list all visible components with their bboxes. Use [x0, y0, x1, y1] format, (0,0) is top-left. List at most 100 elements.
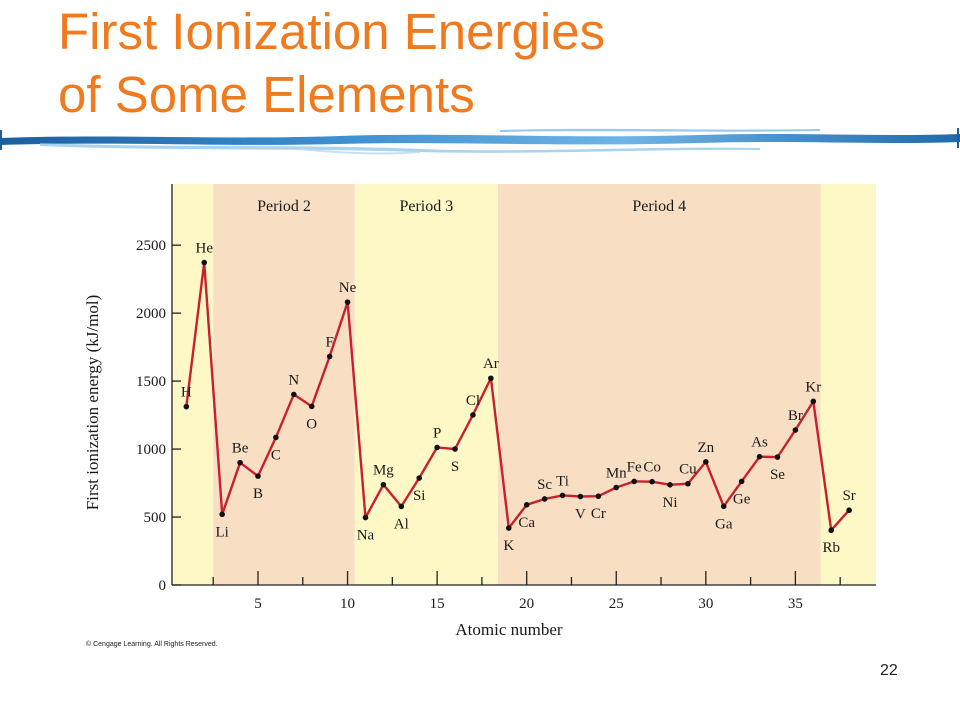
- element-label-Se: Se: [770, 467, 785, 483]
- data-point-V: [577, 493, 584, 500]
- y-tick-label: 1500: [136, 374, 166, 390]
- element-label-Mg: Mg: [373, 463, 394, 479]
- data-point-Be: [237, 459, 243, 466]
- y-axis-label: First ionization energy (kJ/mol): [83, 295, 102, 510]
- data-point-Ar: [488, 375, 494, 382]
- ionization-energy-chart: Period 2 Period 3 Period 4 0 500 1000 1500 200…: [83, 184, 876, 639]
- element-label-Na: Na: [357, 528, 375, 544]
- element-label-Li: Li: [215, 524, 228, 540]
- data-point-P: [434, 444, 440, 451]
- element-label-Cu: Cu: [679, 462, 697, 478]
- element-label-H: H: [181, 385, 192, 401]
- element-label-Rb: Rb: [822, 540, 840, 556]
- element-label-Ar: Ar: [483, 356, 499, 372]
- data-point-Kr: [810, 398, 817, 405]
- element-label-Ca: Ca: [518, 515, 535, 531]
- data-point-Cr: [595, 493, 602, 500]
- data-point-Mn: [613, 484, 620, 491]
- data-point-Ni: [667, 482, 673, 488]
- data-point-N: [291, 391, 297, 398]
- element-label-Ne: Ne: [339, 280, 357, 296]
- data-point-Na: [362, 514, 369, 521]
- x-tick-label: 15: [430, 596, 445, 612]
- element-label-As: As: [751, 435, 768, 451]
- x-tick-label: 5: [254, 596, 262, 612]
- axes: 0 500 1000 1500 2000 2500 5 10 15 20 25 30 35 Atomic …: [83, 184, 876, 639]
- data-point-C: [273, 434, 279, 441]
- element-label-Co: Co: [643, 460, 661, 476]
- y-tick-label: 500: [144, 510, 167, 526]
- data-point-Ca: [523, 502, 530, 508]
- data-point-Br: [792, 427, 799, 433]
- period-band-2: [354, 184, 499, 585]
- x-axis-label: Atomic number: [455, 620, 563, 639]
- period-band-4: [820, 184, 876, 585]
- data-point-Sc: [541, 496, 548, 502]
- data-point-As: [756, 453, 763, 460]
- data-point-Si: [416, 475, 423, 481]
- slide-title: First Ionization Energies of Some Elemen…: [58, 0, 605, 126]
- element-label-Br: Br: [788, 408, 803, 424]
- element-label-V: V: [575, 507, 586, 523]
- element-label-Cr: Cr: [591, 506, 606, 522]
- data-point-Mg: [380, 481, 387, 488]
- data-point-K: [505, 525, 512, 531]
- element-label-Ni: Ni: [662, 495, 677, 511]
- data-point-Ge: [738, 478, 745, 485]
- period-band-1: [213, 184, 355, 585]
- data-point-Cl: [470, 412, 476, 418]
- element-label-He: He: [195, 241, 213, 257]
- y-tick-label: 1000: [136, 442, 166, 458]
- element-label-C: C: [271, 447, 281, 463]
- data-point-Ne: [344, 299, 351, 305]
- data-point-Sr: [846, 507, 852, 514]
- y-tick-label: 2500: [136, 238, 166, 254]
- element-label-Be: Be: [232, 441, 249, 457]
- page-number: 22: [880, 662, 898, 679]
- period-band-label: Period 3: [399, 198, 453, 215]
- period-band-3: [498, 184, 821, 585]
- element-label-O: O: [306, 416, 317, 432]
- slide-title-line-1: First Ionization Energies: [58, 3, 606, 60]
- element-label-Kr: Kr: [805, 379, 821, 395]
- data-point-S: [452, 446, 458, 452]
- period-band-label: Period 4: [632, 198, 686, 215]
- data-point-F: [326, 353, 333, 360]
- data-point-Rb: [828, 527, 835, 534]
- data-point-He: [201, 259, 208, 266]
- y-tick-label: 0: [159, 578, 167, 594]
- element-label-Ga: Ga: [715, 516, 733, 532]
- period-band-label: Period 2: [257, 198, 311, 215]
- data-point-Zn: [703, 459, 709, 465]
- copyright-notice: © Cengage Learning. All Rights Reserved.: [86, 641, 218, 648]
- ionization-energy-line: [185, 261, 850, 532]
- data-point-H: [183, 403, 190, 410]
- element-label-Sc: Sc: [537, 477, 552, 493]
- x-tick-label: 10: [340, 596, 355, 612]
- x-tick-label: 20: [519, 596, 534, 612]
- element-label-P: P: [433, 425, 441, 441]
- element-label-Ti: Ti: [556, 473, 569, 489]
- element-label-N: N: [288, 372, 299, 388]
- data-point-Se: [774, 454, 781, 460]
- element-label-Al: Al: [394, 516, 409, 532]
- data-point-Fe: [631, 478, 637, 485]
- water-wave-divider: [0, 128, 960, 155]
- element-label-Sr: Sr: [842, 488, 855, 504]
- data-point-Cu: [685, 480, 691, 487]
- data-point-Ga: [720, 503, 727, 510]
- element-label-Mn: Mn: [606, 466, 627, 482]
- slide-title-line-2: of Some Elements: [58, 66, 475, 123]
- element-label-F: F: [325, 334, 333, 350]
- element-label-Ge: Ge: [733, 491, 751, 507]
- element-label-Cl: Cl: [466, 393, 480, 409]
- y-tick-label: 2000: [136, 306, 166, 322]
- data-point-B: [255, 473, 261, 479]
- element-label-B: B: [253, 486, 263, 502]
- element-label-Si: Si: [413, 488, 426, 504]
- x-tick-label: 35: [788, 596, 803, 612]
- data-point-O: [308, 403, 315, 410]
- period-band-0: [172, 184, 214, 585]
- data-point-Li: [219, 511, 225, 518]
